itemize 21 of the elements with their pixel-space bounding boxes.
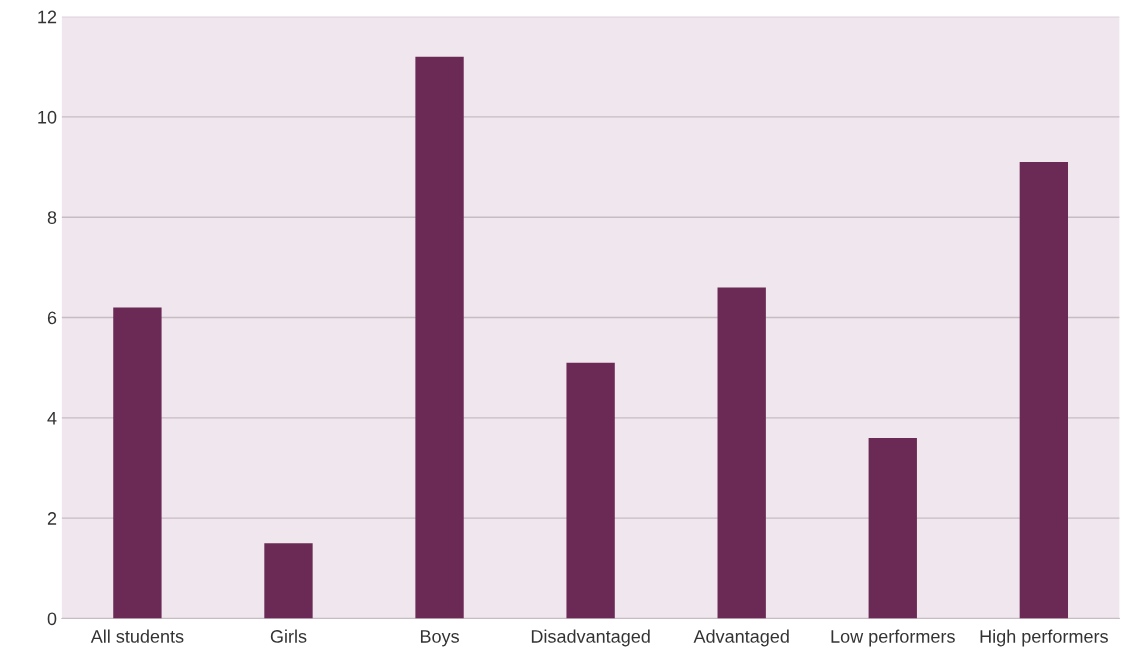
bar bbox=[113, 307, 162, 619]
x-tick-label: Advantaged bbox=[693, 629, 789, 647]
y-tick-label: 10 bbox=[38, 110, 57, 124]
x-tick-label: Girls bbox=[270, 629, 307, 643]
y-tick-label: 8 bbox=[47, 211, 57, 224]
bar bbox=[1019, 162, 1069, 619]
y-tick-label: 6 bbox=[47, 311, 57, 325]
x-tick-label: Disadvantaged bbox=[531, 629, 650, 647]
bar bbox=[717, 287, 766, 619]
x-tick-label: High performers bbox=[980, 629, 1108, 647]
x-tick-label: All students bbox=[90, 629, 184, 643]
bar bbox=[415, 56, 464, 619]
y-tick-label: 0 bbox=[47, 612, 57, 626]
x-tick-label: Low performers bbox=[831, 629, 955, 647]
y-tick-label: 4 bbox=[47, 411, 57, 425]
y-tick-label: 2 bbox=[47, 512, 57, 525]
bar bbox=[868, 437, 917, 619]
bar bbox=[264, 543, 313, 619]
y-tick-label: 12 bbox=[38, 10, 57, 24]
bar bbox=[566, 362, 615, 619]
x-tick-label: Boys bbox=[420, 630, 459, 647]
